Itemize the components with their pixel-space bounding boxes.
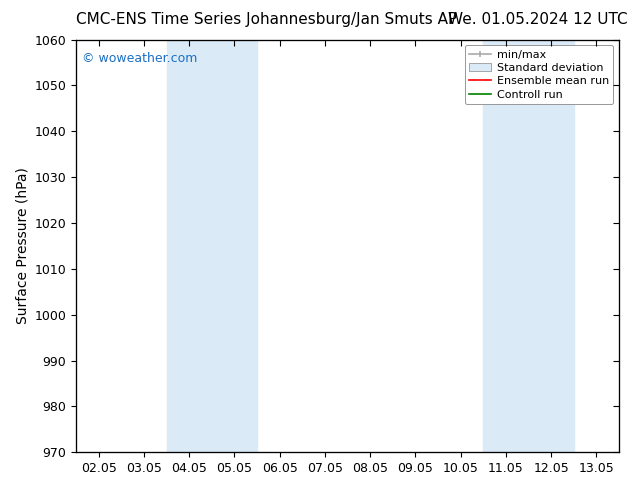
Bar bbox=[167, 40, 257, 452]
Bar bbox=[483, 40, 574, 452]
Y-axis label: Surface Pressure (hPa): Surface Pressure (hPa) bbox=[15, 168, 29, 324]
Text: We. 01.05.2024 12 UTC: We. 01.05.2024 12 UTC bbox=[448, 12, 628, 27]
Text: © woweather.com: © woweather.com bbox=[82, 52, 197, 65]
Legend: min/max, Standard deviation, Ensemble mean run, Controll run: min/max, Standard deviation, Ensemble me… bbox=[465, 45, 614, 104]
Text: CMC-ENS Time Series Johannesburg/Jan Smuts AP: CMC-ENS Time Series Johannesburg/Jan Smu… bbox=[76, 12, 457, 27]
